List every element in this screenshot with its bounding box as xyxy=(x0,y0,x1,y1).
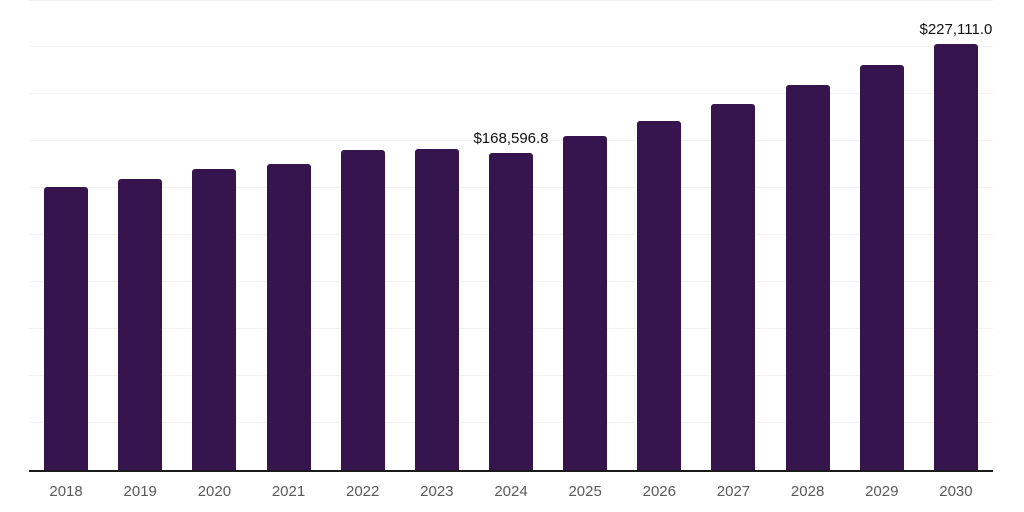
gridline-250000 xyxy=(29,0,993,1)
bar-2018 xyxy=(44,187,89,470)
bar-2020 xyxy=(192,169,237,470)
x-tick-label-2030: 2030 xyxy=(939,483,973,500)
x-tick-label-2022: 2022 xyxy=(346,483,380,500)
x-tick-label-2026: 2026 xyxy=(642,483,676,500)
bar-2027 xyxy=(711,104,756,470)
bar-2024 xyxy=(489,153,533,470)
x-tick-label-2027: 2027 xyxy=(716,483,751,500)
x-tick-label-2024: 2024 xyxy=(494,483,528,500)
x-tick-label-2019: 2019 xyxy=(123,483,157,500)
x-tick-label-2025: 2025 xyxy=(568,483,602,500)
bar-2029 xyxy=(859,64,904,470)
gridline-175000 xyxy=(29,140,993,142)
gridline-225000 xyxy=(29,46,993,48)
gridline-200000 xyxy=(29,93,993,95)
bar-2028 xyxy=(785,85,830,470)
bar-2025 xyxy=(563,136,608,470)
x-tick-label-2021: 2021 xyxy=(271,483,306,500)
bar-value-label-2024: $168,596.8 xyxy=(473,130,549,148)
plot-area: $168,596.8 $227,111.0 xyxy=(29,0,993,472)
x-tick-label-2028: 2028 xyxy=(790,483,825,500)
bar-2021 xyxy=(266,164,311,470)
bar-2026 xyxy=(637,121,682,470)
x-tick-label-2023: 2023 xyxy=(420,483,454,500)
bar-value-label-2030: $227,111.0 xyxy=(919,20,993,38)
bar-2023 xyxy=(414,148,459,470)
bar-2019 xyxy=(118,179,163,470)
x-tick-label-2018: 2018 xyxy=(49,483,83,500)
x-tick-label-2020: 2020 xyxy=(197,483,232,500)
bar-2022 xyxy=(340,149,385,470)
bar-2030 xyxy=(933,43,978,470)
x-tick-label-2029: 2029 xyxy=(865,483,899,500)
